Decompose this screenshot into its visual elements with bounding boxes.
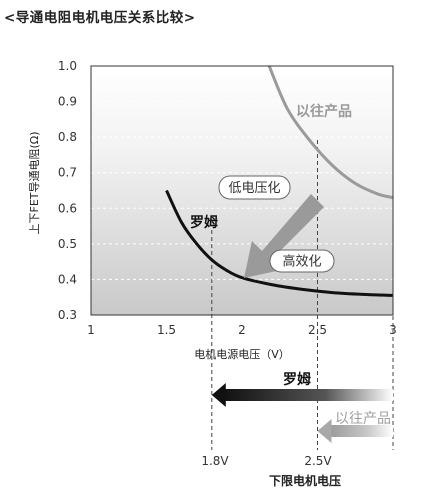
series-label-rohm: 罗姆 <box>190 214 218 231</box>
plot-frame <box>90 65 394 316</box>
y-tick-label: 0.9 <box>58 95 77 109</box>
range-label-previous: 以往产品 <box>335 411 391 427</box>
range-bar-previous <box>329 425 393 437</box>
range-label-rohm: 罗姆 <box>283 371 311 388</box>
y-axis-label: 上下FET导通电阻(Ω) <box>28 132 41 235</box>
lower-limit-title: 下限电机电压 <box>269 473 341 488</box>
annotation-low-voltage: 低电压化 <box>218 175 291 200</box>
series-label-previous: 以往产品 <box>296 103 352 120</box>
y-tick-labels: 0.3 0.4 0.5 0.6 0.7 0.8 0.9 1.0 <box>58 59 77 322</box>
x-tick-labels: 11.522.53 <box>87 323 397 337</box>
y-tick-label: 0.4 <box>58 272 77 286</box>
range-arrow-rohm <box>211 383 393 407</box>
y-tick-label: 0.7 <box>58 166 77 180</box>
grid-lines <box>91 101 393 280</box>
range-arrowhead-rohm <box>211 383 226 407</box>
y-tick-label: 0.6 <box>58 201 77 215</box>
range-bar-rohm <box>223 389 393 401</box>
x-axis-label: 电机电源电压（V） <box>194 347 290 361</box>
range-arrowhead-previous <box>317 419 332 443</box>
y-tick-label: 0.5 <box>58 237 77 251</box>
annotation-high-efficiency: 高效化 <box>269 249 335 273</box>
range-arrow-previous <box>317 419 393 443</box>
limit-label-1-8v: 1.8V <box>201 454 229 468</box>
limit-label-2-5v: 2.5V <box>304 454 332 468</box>
y-tick-label: 0.3 <box>58 308 77 322</box>
x-tick-label: 1 <box>87 323 95 337</box>
x-tick-label: 2 <box>238 323 246 337</box>
series-line-rohm <box>165 189 394 297</box>
chart-title: <导通电阻电机电压关系比较> <box>4 10 196 26</box>
x-tick-label: 1.5 <box>157 323 176 337</box>
annotation-high-efficiency-text: 高效化 <box>282 254 321 270</box>
annotation-low-voltage-text: 低电压化 <box>228 181 280 196</box>
series-line-previous <box>267 65 394 200</box>
y-tick-label: 1.0 <box>58 59 77 73</box>
y-tick-label: 0.8 <box>58 130 77 144</box>
improvement-arrow <box>244 194 324 278</box>
